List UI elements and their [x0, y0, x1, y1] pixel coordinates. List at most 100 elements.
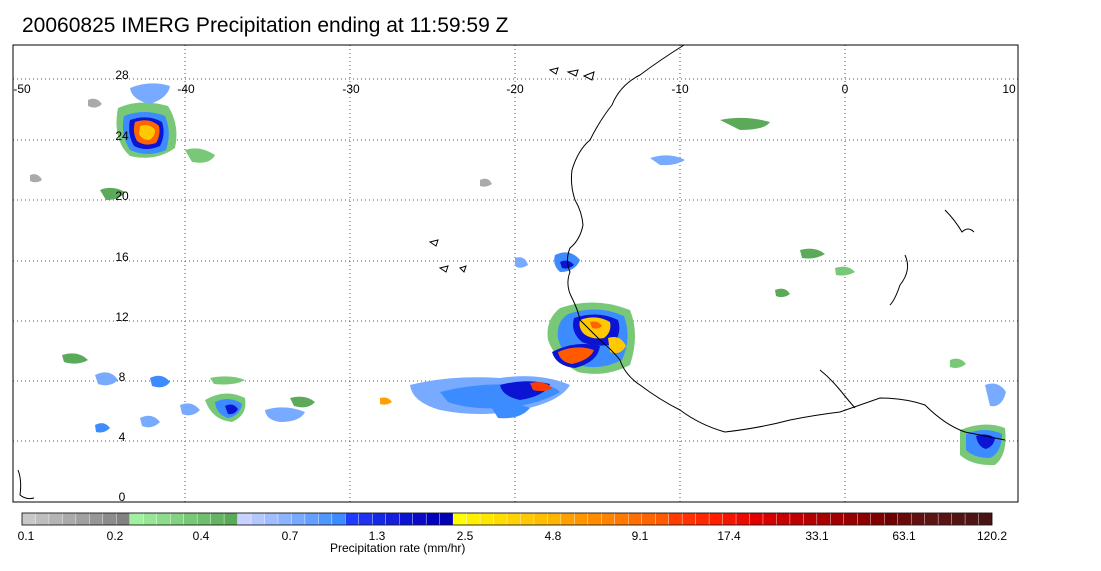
colorbar-cell — [250, 512, 265, 526]
colorbar-cell — [35, 512, 50, 526]
colorbar-cell — [708, 512, 724, 526]
colorbar-cell — [830, 512, 845, 526]
colorbar-tick-label: 0.2 — [107, 529, 124, 543]
colorbar-cell — [547, 512, 562, 526]
colorbar-cell — [21, 512, 36, 526]
colorbar-cell — [183, 512, 198, 526]
colorbar-cell — [978, 512, 993, 526]
colorbar-cell — [48, 512, 63, 526]
lat-tick-label: 20 — [115, 189, 129, 203]
colorbar-cell — [89, 512, 104, 526]
colorbar-tick-label: 120.2 — [977, 529, 1007, 543]
colorbar-cell — [870, 512, 885, 526]
colorbar-tick-labels: 0.1 0.2 0.4 0.7 1.3 2.5 4.8 9.1 17.4 33.… — [18, 529, 1008, 543]
colorbar-cell — [62, 512, 77, 526]
colorbar-cell — [466, 512, 481, 526]
lon-tick-label: -30 — [342, 82, 360, 96]
colorbar-cell — [884, 512, 899, 526]
precip-cell-east — [960, 383, 1006, 466]
colorbar-cell — [479, 512, 495, 526]
colorbar-cell — [102, 512, 117, 526]
precip-cell-coast — [547, 252, 635, 374]
colorbar-tick-label: 63.1 — [892, 529, 916, 543]
colorbar-tick-label: 0.7 — [282, 529, 299, 543]
colorbar-cell — [399, 512, 414, 526]
lat-tick-label: 0 — [119, 490, 126, 504]
colorbar-cell — [223, 512, 239, 526]
colorbar-cell — [75, 512, 90, 526]
colorbar-tick-label: 2.5 — [457, 529, 474, 543]
colorbar-tick-label: 1.3 — [369, 529, 386, 543]
colorbar-cell — [910, 512, 926, 526]
colorbar-cell — [857, 512, 872, 526]
colorbar-cell — [843, 512, 858, 526]
colorbar-cells — [21, 512, 993, 526]
precip-band-southwest — [95, 372, 315, 433]
precip-cell-nw — [100, 83, 215, 200]
colorbar-cell — [412, 512, 427, 526]
lon-tick-label: 0 — [842, 82, 849, 96]
colorbar-tick-label: 0.4 — [193, 529, 210, 543]
colorbar-cell — [318, 512, 333, 526]
lat-tick-label: 4 — [119, 430, 126, 444]
lon-tick-label: 10 — [1002, 82, 1016, 96]
lon-tick-labels: -50 -40 -30 -20 -10 0 10 — [13, 82, 1016, 96]
colorbar-cell — [601, 512, 616, 526]
colorbar-cell — [291, 512, 306, 526]
colorbar-cell — [964, 512, 980, 526]
colorbar-cell — [439, 512, 454, 526]
colorbar-cell — [506, 512, 521, 526]
colorbar-cell — [520, 512, 535, 526]
colorbar-tick-label: 17.4 — [717, 529, 741, 543]
colorbar-cell — [304, 512, 319, 526]
colorbar-cell — [574, 512, 589, 526]
colorbar-tick-label: 33.1 — [805, 529, 829, 543]
colorbar-cell — [533, 512, 548, 526]
colorbar-cell — [937, 512, 953, 526]
colorbar-cell — [654, 512, 670, 526]
colorbar-tick-label: 0.1 — [18, 529, 35, 543]
colorbar-cell — [924, 512, 939, 526]
colorbar-cell — [358, 512, 373, 526]
colorbar-cell — [668, 512, 683, 526]
colorbar-cell — [749, 512, 764, 526]
coastline — [17, 44, 1006, 500]
colorbar-cell — [628, 512, 643, 526]
lon-tick-label: -10 — [671, 82, 689, 96]
lon-tick-label: -20 — [506, 82, 524, 96]
colorbar-tick-label: 4.8 — [545, 529, 562, 543]
colorbar-cell — [156, 512, 171, 526]
colorbar-cell — [169, 512, 185, 526]
colorbar-cell — [196, 512, 212, 526]
precip-band-central — [380, 376, 570, 419]
lat-tick-label: 12 — [115, 310, 129, 324]
lat-tick-label: 24 — [115, 129, 129, 143]
colorbar-cell — [803, 512, 818, 526]
colorbar-cell — [587, 512, 602, 526]
colorbar-cell — [116, 512, 131, 526]
colorbar-cell — [789, 512, 804, 526]
colorbar-cell — [129, 512, 144, 526]
colorbar-cell — [614, 512, 629, 526]
colorbar-cell — [425, 512, 441, 526]
plot-frame — [12, 44, 1019, 503]
colorbar-cell — [277, 512, 292, 526]
precip-scattered — [30, 98, 966, 385]
lat-tick-label: 8 — [119, 370, 126, 384]
lat-tick-labels: 0 4 8 12 16 20 24 28 — [115, 68, 129, 504]
colorbar-cell — [210, 512, 225, 526]
colorbar-cell — [735, 512, 751, 526]
colorbar-cell — [951, 512, 966, 526]
colorbar-cell — [641, 512, 656, 526]
colorbar-cell — [345, 512, 360, 526]
colorbar-cell — [385, 512, 400, 526]
colorbar-cell — [681, 512, 697, 526]
map-title: 20060825 IMERG Precipitation ending at 1… — [22, 14, 509, 37]
colorbar-cell — [264, 512, 279, 526]
colorbar-cell — [372, 512, 387, 526]
colorbar-cell — [816, 512, 831, 526]
colorbar-cell — [331, 512, 346, 526]
colorbar-label: Precipitation rate (mm/hr) — [330, 541, 466, 555]
